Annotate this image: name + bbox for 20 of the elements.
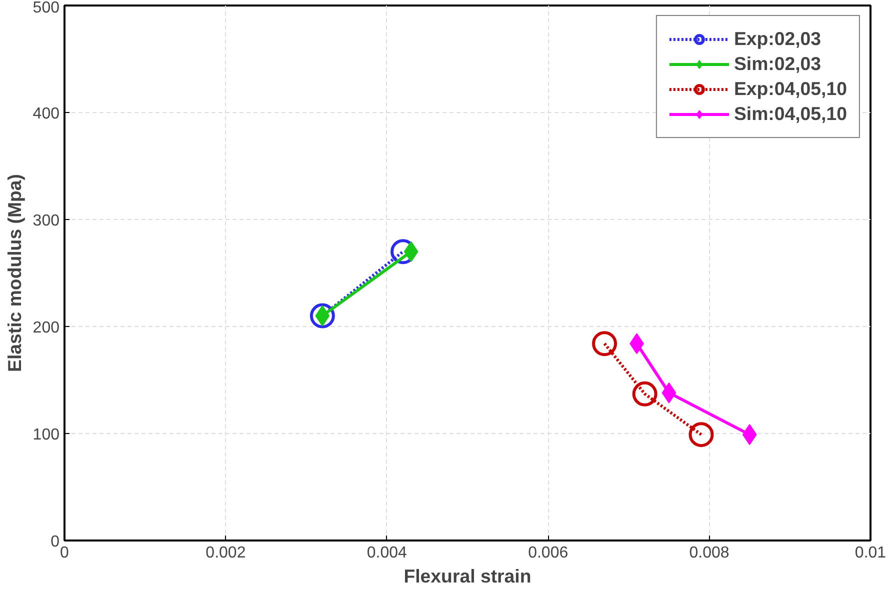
y-tick-label: 500	[32, 0, 60, 16]
y-tick-label: 300	[32, 212, 60, 230]
legend-label: Sim:04,05,10	[734, 103, 847, 125]
x-tick-label: 0.002	[206, 544, 246, 562]
legend-label: Sim:02,03	[734, 53, 822, 75]
point	[688, 422, 714, 448]
y-tick-label: 100	[32, 426, 60, 444]
y-tick-label: 0	[50, 534, 60, 550]
x-axis-title: Flexural strain	[404, 566, 532, 586]
x-tick-label: 0.006	[528, 544, 568, 562]
x-tick-label: 0.004	[366, 544, 408, 562]
point	[632, 381, 658, 406]
y-axis-title: Elastic modulus (Mpa)	[4, 174, 25, 372]
x-tick-label: 0.01	[854, 544, 886, 562]
legend-label: Exp:02,03	[734, 28, 822, 50]
x-tick-label: 0.008	[689, 544, 730, 562]
y-tick-label: 200	[32, 320, 60, 336]
y-tick-label: 400	[32, 106, 60, 122]
legend-label: Exp:04,05,10	[734, 78, 847, 100]
point	[592, 331, 618, 356]
